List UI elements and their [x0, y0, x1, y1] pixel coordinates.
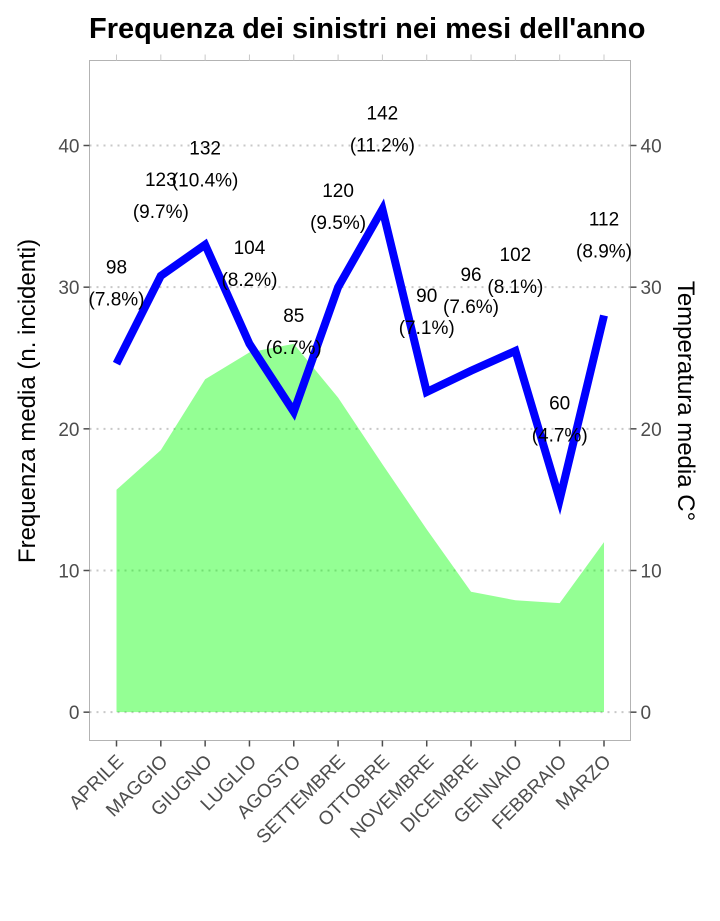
y2-tick-label: 40	[641, 137, 662, 158]
data-labels: 98 (7.8%) 123 (9.7%)132 (10.4%) 104 (8.2%) 85 (6…	[89, 103, 632, 446]
y-axis-title: Frequenza media (n. incidenti)	[14, 239, 41, 563]
y2-tick-label: 20	[641, 420, 662, 441]
data-label: 102 (8.1%)	[487, 245, 543, 298]
data-label: 90 (7.1%)	[399, 286, 455, 339]
y-tick-label: 30	[58, 278, 79, 299]
y2-tick-label: 30	[641, 278, 662, 299]
y-tick-label: 0	[69, 703, 80, 724]
data-label: 85 (6.7%)	[266, 306, 322, 359]
plot-panel-border	[89, 60, 631, 741]
y2-tick-label: 10	[641, 562, 662, 583]
data-label: 120 (9.5%)	[310, 181, 366, 234]
data-label: 96 (7.6%)	[443, 265, 499, 318]
y-tick-label: 10	[58, 562, 79, 583]
data-label: 112 (8.9%)	[576, 210, 632, 263]
temperature-area	[116, 343, 604, 713]
data-label: 60 (4.7%)	[532, 394, 588, 447]
data-label: 132 (10.4%)	[172, 139, 239, 192]
y2-axis-title: Temperatura media C°	[672, 281, 699, 521]
frequency-line	[112, 198, 608, 516]
area-series	[116, 343, 604, 713]
data-label: 123 (9.7%)	[133, 170, 189, 223]
data-label: 104 (8.2%)	[221, 238, 277, 291]
chart-title: Frequenza dei sinistri nei mesi dell'ann…	[89, 13, 645, 45]
y-tick-label: 40	[58, 137, 79, 158]
y-tick-label: 20	[58, 420, 79, 441]
line-series	[112, 198, 608, 516]
data-label: 142 (11.2%)	[350, 103, 415, 156]
y2-tick-label: 0	[641, 703, 652, 724]
data-label: 98 (7.8%)	[89, 258, 145, 311]
